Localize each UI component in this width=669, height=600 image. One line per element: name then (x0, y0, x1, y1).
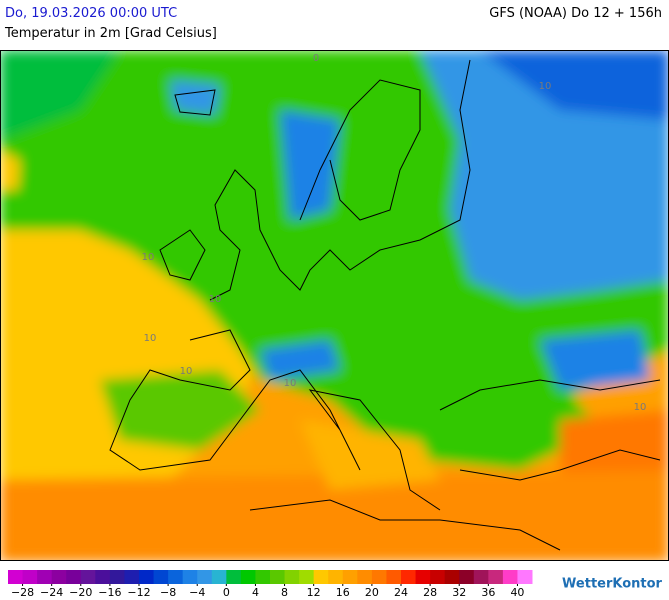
legend-swatch (299, 570, 315, 584)
legend-swatch (66, 570, 82, 584)
legend-tick-label: 8 (281, 586, 288, 599)
legend-tick-label: −20 (69, 586, 92, 599)
legend-swatch (517, 570, 533, 584)
legend-swatch (313, 570, 329, 584)
legend-tick-label: 4 (252, 586, 259, 599)
legend-tick-label: −28 (11, 586, 34, 599)
contour-label: 10 (634, 402, 647, 413)
legend-swatch (51, 570, 67, 584)
legend-swatch (342, 570, 358, 584)
legend-tick-label: 12 (307, 586, 321, 599)
contour-label: 10 (539, 81, 552, 92)
legend-swatch (386, 570, 402, 584)
legend-tick-label: −8 (160, 586, 176, 599)
legend-tick-label: −24 (40, 586, 63, 599)
legend-swatch (415, 570, 431, 584)
contour-label: 10 (284, 378, 297, 389)
legend-swatch (8, 570, 24, 584)
legend-swatch (109, 570, 125, 584)
legend-tick-label: 0 (223, 586, 230, 599)
legend-swatch (240, 570, 256, 584)
legend-tick-label: 32 (452, 586, 466, 599)
legend-tick-label: 16 (336, 586, 350, 599)
legend-swatch (270, 570, 286, 584)
legend-swatch (357, 570, 373, 584)
legend-swatch (430, 570, 446, 584)
legend-swatch (371, 570, 387, 584)
legend-swatch (197, 570, 213, 584)
legend-swatch (153, 570, 169, 584)
contour-label: 10 (144, 333, 157, 344)
contour-label: 0 (313, 53, 319, 64)
legend-tick-label: 20 (365, 586, 379, 599)
contour-label: 10 (209, 294, 222, 305)
legend-swatch (168, 570, 184, 584)
legend-swatch (80, 570, 96, 584)
legend-swatch (139, 570, 155, 584)
legend-tick-label: 24 (394, 586, 408, 599)
legend-swatch (473, 570, 489, 584)
legend-swatch (22, 570, 38, 584)
legend-swatch (502, 570, 518, 584)
color-legend: WetterKontor −28 −24 −20 −16 −12 −8 −4 0 4 8 12 16 2… (8, 570, 663, 599)
legend-tick-label: −12 (127, 586, 150, 599)
legend-tick-label: 36 (481, 586, 495, 599)
contour-label: 10 (142, 252, 155, 263)
temperature-map: 10 10 10 10 10 0 10 10 (0, 50, 669, 561)
legend-swatch (37, 570, 53, 584)
model-info: GFS (NOAA) Do 12 + 156h (489, 6, 662, 21)
legend-swatch (444, 570, 460, 584)
legend-swatch (211, 570, 227, 584)
legend-swatch (124, 570, 140, 584)
legend-swatch (226, 570, 242, 584)
legend-swatch (255, 570, 271, 584)
logo: WetterKontor (562, 577, 663, 592)
legend-tick-label: 28 (423, 586, 437, 599)
legend-swatch (488, 570, 504, 584)
legend-swatch (459, 570, 475, 584)
legend-swatch (182, 570, 198, 584)
legend-swatch (284, 570, 300, 584)
contour-label: 10 (180, 366, 193, 377)
run-time: Do, 19.03.2026 00:00 UTC (5, 6, 178, 21)
legend-swatch (328, 570, 344, 584)
legend-tick-label: 40 (510, 586, 524, 599)
variable-title: Temperatur in 2m [Grad Celsius] (5, 26, 217, 41)
legend-swatch (95, 570, 111, 584)
legend-swatch (401, 570, 417, 584)
legend-tick-label: −16 (98, 586, 121, 599)
legend-tick-label: −4 (189, 586, 205, 599)
